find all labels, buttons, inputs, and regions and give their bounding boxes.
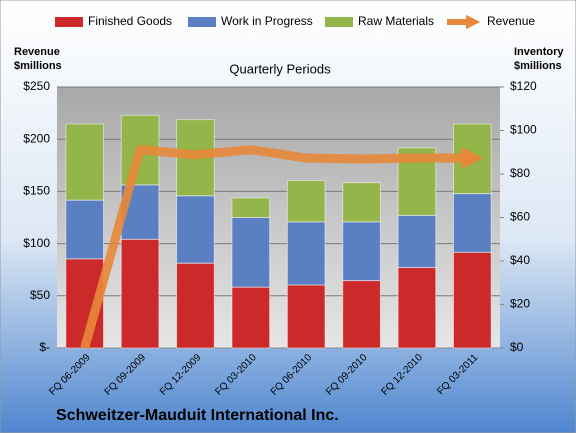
legend-swatch	[188, 17, 216, 27]
bar	[342, 221, 381, 282]
bar	[342, 182, 381, 223]
bar	[286, 180, 326, 223]
y2-tick-label: $0	[510, 340, 524, 354]
legend-label: Finished Goods	[88, 14, 172, 28]
legend-swatch	[325, 17, 353, 27]
legend-swatch	[55, 17, 83, 27]
y2-tick-label: $120	[510, 79, 537, 93]
y-tick-label: $50	[30, 288, 50, 302]
y2-tick-label: $80	[510, 166, 530, 180]
bar	[231, 197, 271, 219]
bar	[65, 123, 105, 201]
bar	[286, 221, 326, 286]
bar	[452, 193, 492, 253]
company-name: Schweitzer-Mauduit International Inc.	[56, 407, 339, 424]
y-tick-label: $-	[39, 340, 50, 354]
y-tick-label: $100	[23, 236, 50, 250]
legend-label: Raw Materials	[358, 14, 434, 28]
bar	[397, 267, 437, 349]
y2-axis-title: $millions	[514, 60, 562, 72]
y2-tick-label: $40	[510, 253, 530, 267]
bar	[120, 238, 160, 349]
legend-label: Work in Progress	[221, 14, 313, 28]
bar	[231, 217, 271, 288]
legend-label: Revenue	[487, 14, 535, 28]
bar	[65, 199, 105, 260]
y-axis-title: $millions	[14, 60, 62, 72]
bar	[176, 195, 215, 264]
bar	[176, 262, 215, 349]
y-tick-label: $200	[23, 131, 50, 145]
y2-tick-label: $60	[510, 210, 530, 224]
bar	[342, 280, 381, 349]
bar	[231, 286, 271, 349]
y-tick-label: $150	[23, 184, 50, 198]
y2-tick-label: $20	[510, 297, 530, 311]
y2-axis-title: Inventory	[514, 46, 564, 58]
y2-tick-label: $100	[510, 123, 537, 137]
y-tick-label: $250	[23, 79, 50, 93]
bar	[397, 214, 437, 269]
y-axis-title: Revenue	[14, 46, 60, 58]
revenue-line	[80, 145, 484, 350]
chart-title: Quarterly Periods	[229, 61, 331, 76]
bar	[452, 251, 492, 349]
bar	[286, 284, 326, 349]
